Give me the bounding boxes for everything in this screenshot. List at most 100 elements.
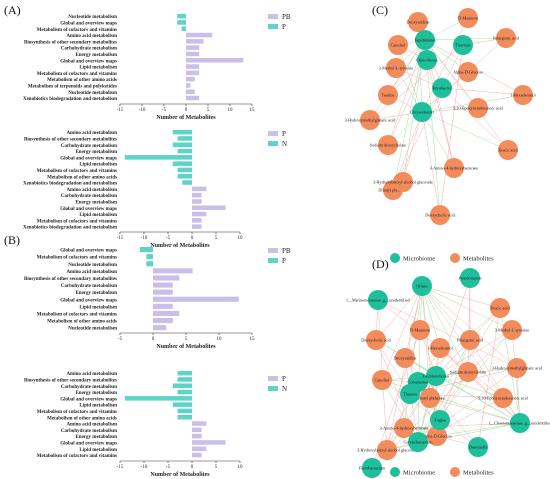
node-dibutyl-phthalate xyxy=(420,388,440,408)
legend-label: PB xyxy=(282,13,291,21)
node-1-hexadecanol xyxy=(430,338,450,358)
node-label: 3-Hydroxybenzyl alcohol glucoside xyxy=(357,448,417,453)
bar-a2-1 xyxy=(177,136,192,141)
legend-label: N xyxy=(282,140,287,148)
network-edge xyxy=(386,285,423,451)
node-1-hexadecanol xyxy=(513,85,533,105)
category-label: Metabolism of cofactors and vitamins xyxy=(37,169,117,174)
category-label: Carbohydrate metabolism xyxy=(61,284,118,289)
x-tick-label: 0 xyxy=(191,236,194,241)
node-sodium-deoxycholate xyxy=(458,362,478,382)
bar-a1-2 xyxy=(181,26,186,32)
node-3-amino-4-hydroxybenzoate xyxy=(394,418,414,438)
category-label: Energy metabolism xyxy=(75,53,117,58)
node-daeryuella xyxy=(468,437,488,457)
category-label: Global and overview maps xyxy=(60,249,117,254)
node-label: Alpha-D-Glucose xyxy=(422,434,452,439)
node-label: Bryobacter xyxy=(433,86,452,91)
network-edge xyxy=(375,285,423,341)
node-label: 1-Hexadecanol xyxy=(427,346,453,351)
node-label: f__Marinomonaceae_g__unidentified xyxy=(346,298,410,303)
node-label: D-Mannose xyxy=(458,16,478,21)
network-edge xyxy=(469,339,521,424)
x-tick-label: -15 xyxy=(117,108,124,113)
bar-a2-8 xyxy=(182,180,192,185)
node-label: Catechol xyxy=(391,43,407,48)
category-label: Energy metabolism xyxy=(75,391,117,396)
category-label: Metabolism of cofactors and vitamins xyxy=(37,454,117,459)
legend-swatch xyxy=(268,386,278,391)
node-label: Dibutyl phthalate xyxy=(415,396,444,401)
x-tick-label: 5 xyxy=(207,108,210,113)
node-others xyxy=(412,276,432,296)
network-edge xyxy=(436,422,521,437)
x-tick-label: -15 xyxy=(117,236,124,241)
category-label: Metabolism of cofactors and vitamins xyxy=(37,72,117,77)
category-label: Xenobiotics biodegradation and metabolis… xyxy=(23,97,118,102)
bar-b1-9 xyxy=(153,310,180,317)
bar-a1-9 xyxy=(186,70,200,76)
category-label: Biosynthesis of other secondary metaboli… xyxy=(24,378,117,383)
x-axis-title: Number of Metabolites xyxy=(156,344,216,350)
network-c: Deoxyuridine D-Mannose Catechol Tepidimonas… xyxy=(345,8,537,263)
bar-a1-13 xyxy=(186,95,200,101)
x-axis-title: Number of Metabolites xyxy=(156,115,216,121)
category-label: Metabolism of cofactors and vitamins xyxy=(37,28,117,33)
node-label: 3-Methyl-L-tyrosine xyxy=(379,66,414,71)
node-label: Sodium deoxycholate xyxy=(450,370,487,375)
network-edge xyxy=(421,17,469,113)
bar-b1-0 xyxy=(139,246,153,253)
x-tick-label: -5 xyxy=(118,337,123,342)
node-label: Thauera xyxy=(403,392,417,397)
network-edge xyxy=(439,347,521,424)
network-edge xyxy=(402,111,423,183)
category-label: Amino acid metabolism xyxy=(66,34,117,39)
x-tick-label: -10 xyxy=(141,236,148,241)
node-dechloromonas xyxy=(426,366,446,386)
bar-b2-11 xyxy=(192,440,226,445)
category-label: Global and overview maps xyxy=(60,156,117,161)
category-label: Metabolism of other amino acids xyxy=(47,320,117,325)
bar-b2-1 xyxy=(177,377,192,382)
bar-b2-10 xyxy=(192,433,202,439)
network-edge xyxy=(429,397,521,424)
network-edge xyxy=(435,329,513,377)
node-9-10-epoxyoctadecanoic-acid xyxy=(493,388,513,408)
network-edge xyxy=(435,375,504,399)
network-d: Others Pseudomonas f__Marinomonaceae_g__un… xyxy=(346,268,550,478)
category-label: Nucleotide metabolism xyxy=(68,91,118,96)
x-tick-label: -10 xyxy=(141,465,148,470)
panel-label-c: (C) xyxy=(372,3,388,17)
node-3-methyl-l-tyrosine xyxy=(502,320,522,340)
node-pseudomonas xyxy=(460,268,480,288)
bar-a2-12 xyxy=(192,205,226,211)
x-tick-label: 10 xyxy=(238,236,244,241)
bar-b1-5 xyxy=(153,282,173,288)
node-f-marinomonaceae-g-unidentified xyxy=(368,290,388,310)
bar-a2-3 xyxy=(177,148,192,154)
bar-a2-11 xyxy=(192,199,202,204)
category-label: Energy metabolism xyxy=(75,200,117,205)
node-3-methyl-l-tyrosine xyxy=(386,58,406,78)
node-thermus xyxy=(453,35,473,55)
node-label: Dechloromonas xyxy=(423,374,450,379)
network-edge xyxy=(441,87,509,151)
node-label: 3-Methyl-L-tyrosine xyxy=(495,328,530,333)
node-deoxyuridine xyxy=(408,12,428,32)
x-tick-label: 10 xyxy=(238,465,244,470)
bar-b2-7 xyxy=(177,414,192,420)
category-label: Energy metabolism xyxy=(75,150,117,155)
bar-a2-15 xyxy=(192,224,202,229)
category-label: Amino acid metabolism xyxy=(66,423,117,428)
node-label: Catechol xyxy=(375,378,391,383)
bar-a2-6 xyxy=(177,167,192,173)
panel-label-a: (A) xyxy=(4,3,21,17)
category-label: Global and overview maps xyxy=(60,59,117,64)
bar-b1-3 xyxy=(153,268,193,274)
node-3-hydroxymethylglutaric-acid xyxy=(360,110,380,130)
node-label: Deoxyuridine xyxy=(393,356,416,361)
category-label: Amino acid metabolism xyxy=(66,188,117,193)
bar-b2-12 xyxy=(192,446,207,452)
bar-b1-10 xyxy=(153,317,173,324)
node-label: Taurine xyxy=(382,93,395,98)
